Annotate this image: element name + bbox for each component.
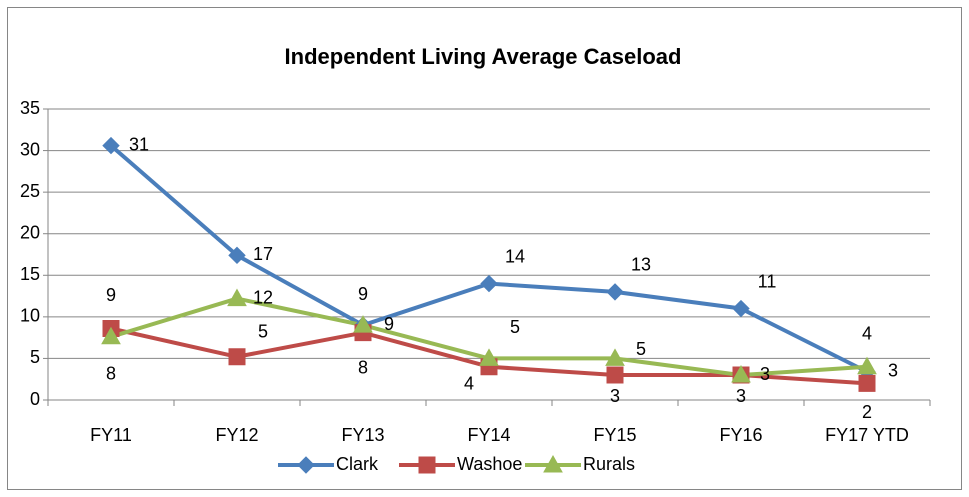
data-label: 14 [505, 246, 525, 266]
marker [731, 365, 751, 383]
legend-label: Clark [336, 454, 379, 474]
marker [606, 283, 624, 301]
data-label: 4 [464, 373, 474, 393]
data-label: 12 [253, 287, 273, 307]
marker [732, 299, 750, 318]
x-tick-label: FY11 [90, 425, 132, 445]
data-label: 13 [631, 255, 651, 275]
marker [606, 366, 624, 384]
data-label: 4 [862, 323, 872, 343]
data-label: 2 [862, 402, 872, 422]
x-tick-label: FY15 [593, 425, 636, 445]
data-label: 3 [736, 386, 746, 406]
data-label: 5 [510, 317, 520, 337]
data-label: 9 [384, 314, 394, 334]
y-tick-label: 35 [20, 98, 40, 118]
data-label: 5 [258, 322, 268, 342]
x-tick-label: FY16 [719, 425, 762, 445]
y-tick-label: 25 [20, 181, 40, 201]
y-tick-label: 5 [30, 347, 40, 367]
data-label: 9 [106, 285, 116, 305]
legend-label: Washoe [457, 454, 522, 474]
data-label: 5 [636, 339, 646, 359]
data-label: 3 [888, 360, 898, 380]
marker [101, 326, 121, 345]
data-label: 3 [610, 386, 620, 406]
data-label: 8 [358, 357, 368, 377]
y-tick-label: 20 [20, 222, 40, 242]
marker [418, 456, 436, 474]
x-tick-label: FY14 [467, 425, 510, 445]
legend-label: Rurals [583, 454, 635, 474]
marker [227, 288, 247, 307]
data-label: 31 [129, 134, 149, 154]
data-label: 17 [253, 244, 273, 264]
marker [605, 348, 625, 366]
x-tick-label: FY17 YTD [825, 425, 909, 445]
y-tick-label: 0 [30, 389, 40, 409]
chart-title: Independent Living Average Caseload [285, 44, 682, 69]
chart-border [7, 7, 962, 490]
marker [228, 348, 246, 366]
x-tick-label: FY13 [341, 425, 384, 445]
y-tick-label: 10 [20, 306, 40, 326]
y-tick-label: 30 [20, 139, 40, 159]
marker [857, 356, 877, 375]
marker [480, 274, 498, 293]
marker [297, 456, 315, 474]
data-label: 11 [758, 271, 777, 291]
marker [858, 374, 876, 392]
y-tick-label: 15 [20, 264, 40, 284]
marker [479, 348, 499, 366]
marker [543, 454, 563, 473]
marker [102, 136, 120, 155]
marker [228, 246, 246, 265]
data-label: 9 [358, 284, 368, 304]
x-tick-label: FY12 [215, 425, 258, 445]
data-label: 8 [106, 364, 116, 384]
data-label: 3 [760, 364, 770, 384]
marker [353, 315, 373, 333]
